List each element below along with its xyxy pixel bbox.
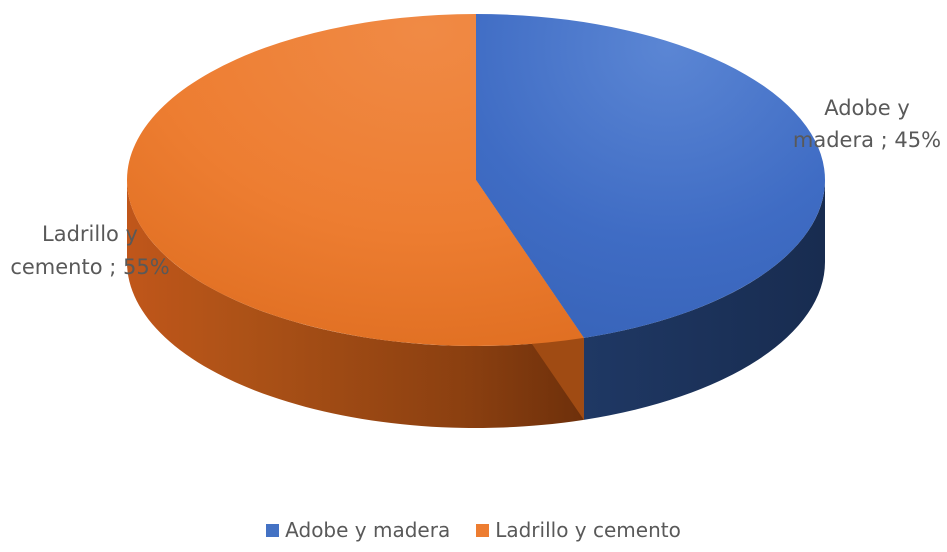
data-label-adobe-line2: madera ; 45% <box>793 128 941 152</box>
data-label-ladrillo-line2: cemento ; 55% <box>10 255 169 279</box>
pie-side-ladrillo-y-cemento <box>127 180 584 428</box>
pie-slice-ladrillo-y-cemento <box>127 14 584 346</box>
pie-side-adobe-y-madera <box>583 180 825 420</box>
data-label-adobe-line1: Adobe y <box>824 96 910 120</box>
legend-label-ladrillo: Ladrillo y cemento <box>495 518 681 542</box>
legend-swatch-ladrillo <box>476 523 490 537</box>
data-label-ladrillo-line1: Ladrillo y <box>42 222 138 246</box>
legend-swatch-adobe <box>266 523 280 537</box>
legend-item-ladrillo: Ladrillo y cemento <box>476 518 681 542</box>
pie-slice-adobe-y-madera <box>476 14 826 338</box>
legend-item-adobe: Adobe y madera <box>266 518 450 542</box>
chart-legend: Adobe y madera Ladrillo y cemento <box>0 518 947 542</box>
legend-label-adobe: Adobe y madera <box>285 518 451 542</box>
